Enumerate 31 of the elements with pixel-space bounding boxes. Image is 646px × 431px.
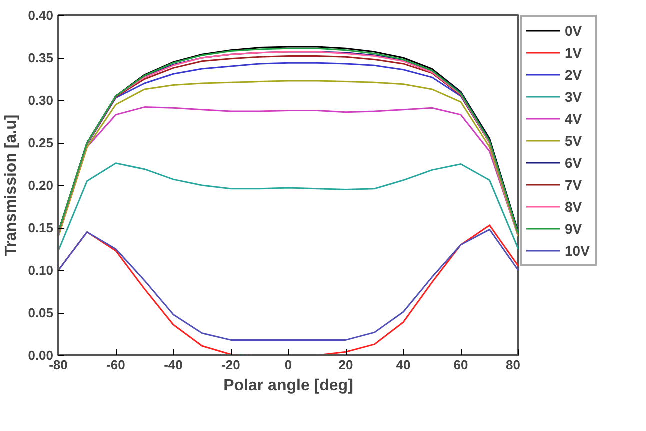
legend-label: 6V	[565, 154, 584, 172]
legend-label: 4V	[565, 110, 584, 128]
x-tick-label: 40	[396, 358, 411, 372]
x-axis-title: Polar angle [deg]	[224, 378, 354, 394]
y-axis-title: Transmission [a.u]	[3, 114, 20, 256]
y-tick-label: 0.20	[28, 178, 54, 193]
x-tick-label: -40	[164, 358, 183, 372]
x-tick-label: 80	[506, 358, 521, 372]
legend-label: 8V	[565, 198, 584, 216]
y-tick-label: 0.25	[28, 136, 54, 150]
y-tick-label: 0.40	[28, 8, 54, 23]
legend-label: 3V	[565, 88, 584, 106]
y-tick-label: 0.15	[28, 220, 54, 236]
legend-label: 2V	[565, 66, 584, 84]
x-tick-label: 20	[338, 358, 354, 372]
legend-label: 9V	[565, 220, 584, 238]
legend-label: 1V	[565, 44, 584, 62]
y-tick-label: 0.35	[28, 50, 54, 66]
legend-label: 0V	[565, 22, 584, 40]
y-tick-label: 0.00	[28, 348, 54, 363]
line-series	[58, 162, 518, 252]
x-tick-label: 0	[284, 358, 292, 372]
legend-label: 5V	[565, 132, 584, 150]
y-tick-label: 0.05	[28, 306, 54, 320]
x-tick-label: 60	[454, 358, 468, 372]
y-tick-label: 0.30	[28, 93, 54, 108]
x-tick-label: -20	[222, 358, 240, 372]
y-tick-label: 0.10	[28, 263, 54, 278]
x-tick-label: -60	[106, 358, 126, 372]
legend-label: 7V	[565, 176, 584, 194]
legend-label: 10V	[565, 242, 591, 260]
